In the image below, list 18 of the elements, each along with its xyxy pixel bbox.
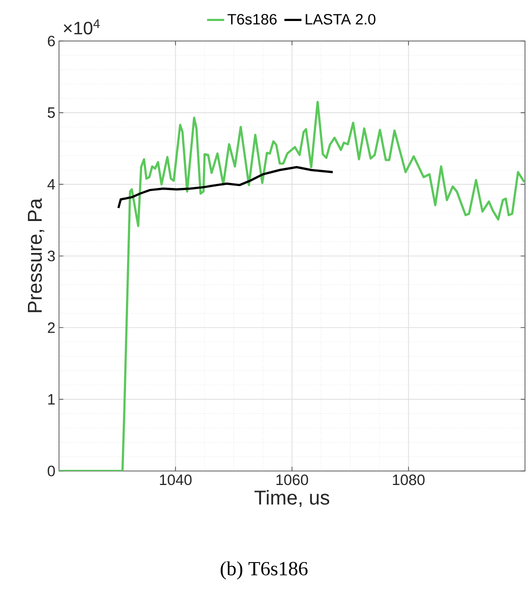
line-series: [117, 166, 334, 210]
y-tick-label: 6: [48, 36, 55, 46]
text: (b) T6s186: [220, 561, 308, 580]
y-tick-label: 4: [47, 179, 56, 190]
legend-label: T6s186: [228, 14, 277, 25]
x-tick-label: 1040: [160, 474, 192, 486]
legend-label: LASTA 2.0: [306, 14, 376, 25]
x-tick-label: 1060: [276, 474, 308, 486]
x-tick-label: 1080: [392, 474, 425, 486]
y-tick-label: 3: [48, 250, 55, 262]
text: ×10$^{4}$: [64, 19, 100, 34]
y-tick-label: 1: [48, 394, 55, 404]
line-series: [59, 100, 525, 471]
y-axis-title: Pressure, Pa: [28, 198, 44, 312]
y-tick-label: 0: [48, 466, 55, 476]
x-axis-title: Time, us: [254, 490, 330, 508]
y-tick-label: 2: [48, 322, 55, 333]
y-tick-label: 5: [48, 107, 55, 118]
